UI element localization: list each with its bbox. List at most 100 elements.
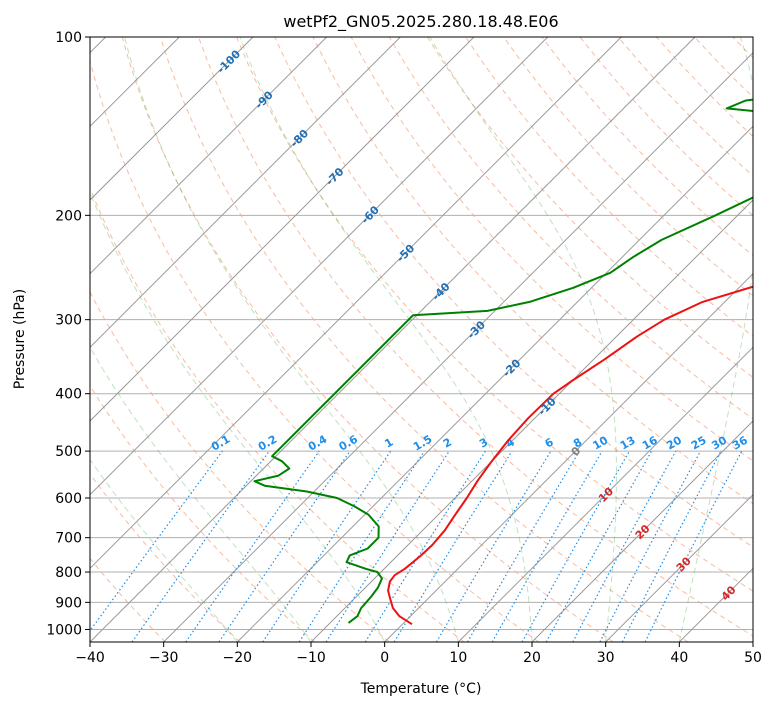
x-tick-label: 20 xyxy=(523,650,541,666)
isotherm-gridline xyxy=(678,567,753,642)
mixing-ratio-line xyxy=(435,450,552,642)
y-tick-label: 700 xyxy=(55,531,82,547)
dry-adiabat xyxy=(541,37,753,257)
y-tick-label: 100 xyxy=(55,30,82,46)
mixing-ratio-label: 0.6 xyxy=(337,432,361,453)
dry-adiabat xyxy=(426,37,753,378)
mixing-ratio-line xyxy=(364,450,486,642)
isotherm-gridline xyxy=(384,272,753,642)
x-tick-label: −10 xyxy=(296,650,326,666)
dry-adiabat xyxy=(90,291,390,642)
isotherm-gridline xyxy=(90,37,549,496)
x-tick-label: 10 xyxy=(449,650,467,666)
pressure-gridlines xyxy=(90,37,753,630)
dry-adiabat xyxy=(465,37,753,338)
y-tick-label: 600 xyxy=(55,491,82,507)
dry-adiabat xyxy=(236,37,753,592)
moist-adiabats xyxy=(90,37,753,642)
dry-adiabat xyxy=(121,37,614,642)
dewpoint-profile-line xyxy=(253,98,753,624)
mixing-ratio-line xyxy=(218,450,351,642)
moist-adiabat xyxy=(90,458,238,642)
moist-adiabat xyxy=(678,37,753,642)
isotherm-gridline xyxy=(605,493,753,642)
mixing-ratio-label: 36 xyxy=(730,433,750,452)
isotherm-label: -70 xyxy=(323,165,346,188)
dry-adiabat xyxy=(732,37,753,59)
dry-adiabat xyxy=(656,37,753,138)
x-tick-label: 50 xyxy=(744,650,762,666)
isotherm-gridline xyxy=(90,37,622,570)
moist-adiabat xyxy=(124,37,459,642)
moist-adiabat xyxy=(90,190,386,642)
mixing-ratio-label: 1.5 xyxy=(411,433,434,454)
x-tick-label: 30 xyxy=(597,650,615,666)
mixing-ratio-line xyxy=(90,450,223,632)
isotherm-gridline xyxy=(90,37,696,642)
isotherm-gridline xyxy=(163,51,753,642)
isotherm-gridline xyxy=(457,346,753,642)
dry-adiabat xyxy=(90,557,166,642)
isotherm-gridline xyxy=(752,641,753,642)
isotherm-gridline xyxy=(90,37,254,201)
mixing-ratio-line xyxy=(393,450,513,642)
x-axis-label: Temperature (°C) xyxy=(360,681,482,697)
dry-adiabat xyxy=(503,37,753,297)
mixing-ratio-label: 0.1 xyxy=(209,433,232,454)
mixing-ratio-line xyxy=(644,450,743,642)
dry-adiabat xyxy=(771,37,775,642)
mixing-ratio-label: 0.2 xyxy=(256,433,279,454)
isotherm-label: -100 xyxy=(215,47,244,76)
isotherm-label: 10 xyxy=(596,485,616,505)
isotherm-label: -10 xyxy=(536,395,559,418)
moist-adiabat xyxy=(90,346,312,642)
dry-adiabat xyxy=(694,37,753,98)
y-axis-label: Pressure (hPa) xyxy=(12,289,28,389)
mixing-ratio-label: 0.4 xyxy=(306,432,330,453)
y-tick-label: 400 xyxy=(55,387,82,403)
x-tick-label: 40 xyxy=(670,650,688,666)
plot-area: 0.1 0.2 0.4 0.6 1 1.5 2 3 4 6 8 10 13 16 20 25 30 36 -100… xyxy=(90,37,775,642)
mixing-ratio-line xyxy=(572,450,677,642)
x-tick-label: −20 xyxy=(223,650,253,666)
mixing-ratio-label: 10 xyxy=(591,433,611,452)
mixing-ratio-line xyxy=(621,450,722,642)
isotherm-gridline xyxy=(310,199,753,642)
dry-adiabat xyxy=(90,472,241,642)
x-tick-label: −40 xyxy=(75,650,105,666)
mixing-ratio-line xyxy=(131,450,270,642)
isotherm-label: -20 xyxy=(500,356,523,379)
x-tick-label: −30 xyxy=(149,650,179,666)
mixing-ratio-line xyxy=(325,450,450,642)
isotherm-label: -50 xyxy=(394,242,417,265)
mixing-ratio-label: 30 xyxy=(709,433,729,452)
mixing-ratio-line xyxy=(185,450,320,642)
mixing-ratio-line xyxy=(521,450,631,642)
mixing-ratio-label: 2 xyxy=(441,436,454,451)
plot-frame xyxy=(89,36,754,643)
isotherm-gridline xyxy=(90,37,328,275)
dry-adiabat xyxy=(312,37,753,505)
isotherm-label: -40 xyxy=(429,280,452,303)
moist-adiabat xyxy=(429,37,617,642)
isotherm-gridline xyxy=(90,37,475,422)
y-tick-label: 1000 xyxy=(46,622,82,638)
mixing-ratio-label: 16 xyxy=(640,433,660,452)
dry-adiabat xyxy=(90,186,465,642)
isotherm-gridlines xyxy=(90,37,753,642)
chart-title: wetPf2_GN05.2025.280.18.48.E06 xyxy=(283,12,558,32)
y-tick-label: 500 xyxy=(55,444,82,460)
dry-adiabat xyxy=(90,384,316,642)
mixing-ratio-label: 1 xyxy=(382,436,395,451)
moist-adiabat xyxy=(239,37,533,642)
isotherm-gridline xyxy=(90,37,401,349)
x-tick-label: 0 xyxy=(380,650,389,666)
dry-adiabat xyxy=(159,37,689,642)
dry-adiabat xyxy=(388,37,753,420)
isotherm-gridline xyxy=(531,420,753,642)
mixing-ratio-label: 25 xyxy=(689,434,709,453)
isotherm-gridline xyxy=(236,125,753,642)
profile-series xyxy=(253,98,753,626)
temperature-profile-line xyxy=(387,285,753,626)
